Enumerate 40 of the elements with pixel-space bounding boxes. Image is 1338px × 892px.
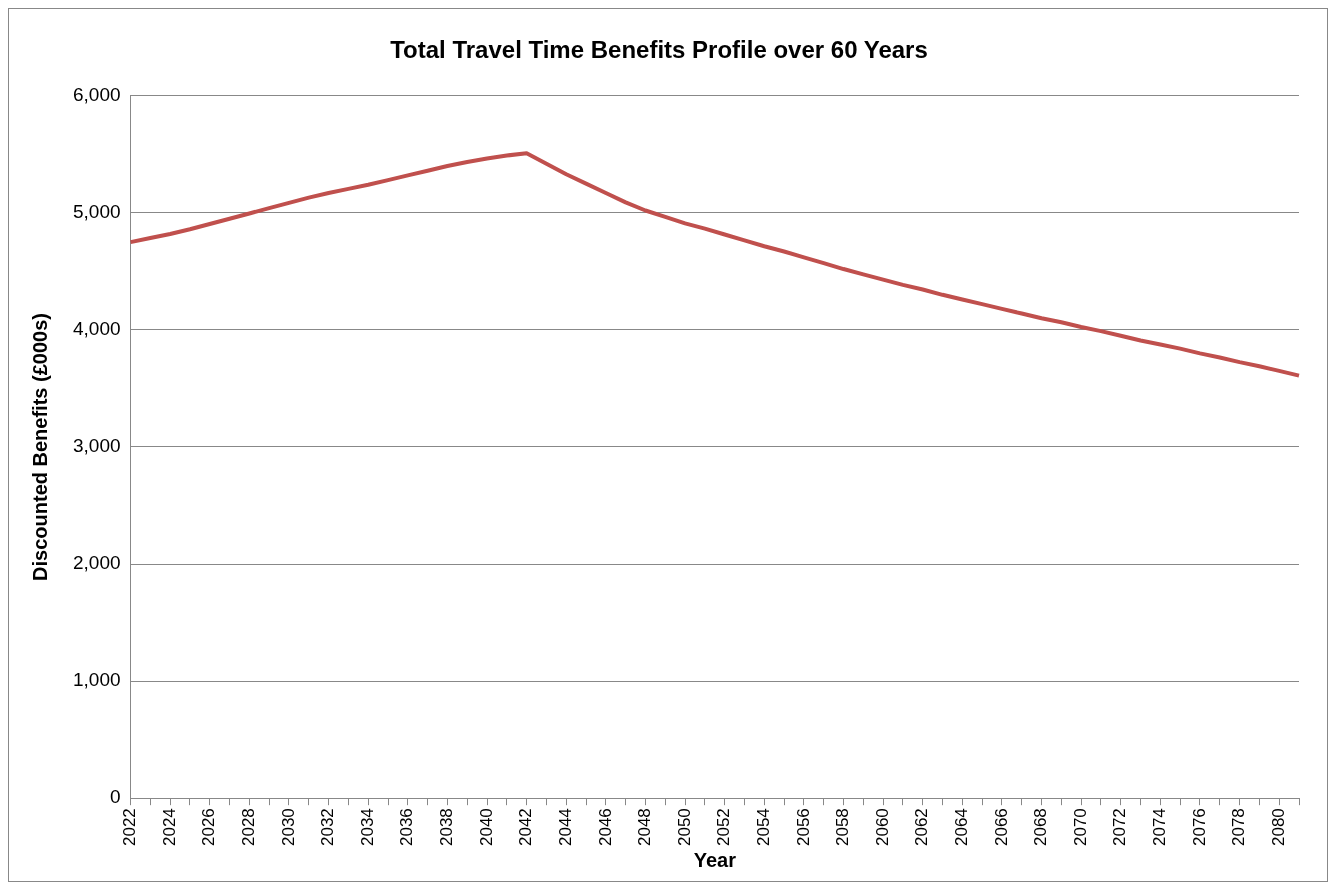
x-tick-label: 2050 (674, 808, 694, 847)
x-tick-label: 2026 (199, 808, 219, 847)
y-tick-label: 6,000 (73, 84, 121, 106)
x-tick-label: 2052 (714, 808, 734, 847)
x-tick-label: 2044 (555, 808, 575, 847)
x-tick-label: 2068 (1031, 808, 1051, 847)
y-tick-label: 3,000 (73, 435, 121, 457)
x-tick-label: 2034 (357, 808, 377, 847)
x-tick-label: 2060 (872, 808, 892, 847)
y-tick-label: 1,000 (73, 669, 121, 691)
x-tick-label: 2024 (159, 808, 179, 847)
x-tick-label: 2072 (1110, 808, 1130, 847)
x-tick-label: 2036 (397, 808, 417, 847)
y-tick-label: 4,000 (73, 318, 121, 340)
x-tick-label: 2058 (833, 808, 853, 847)
x-axis-title: Year (693, 848, 737, 871)
x-tick-label: 2030 (278, 808, 298, 847)
x-tick-label: 2080 (1268, 808, 1288, 847)
y-tick-label: 5,000 (73, 201, 121, 223)
x-tick-label: 2076 (1189, 808, 1209, 847)
x-tick-label: 2066 (991, 808, 1011, 847)
x-tick-label: 2078 (1229, 808, 1249, 847)
x-tick-label: 2038 (437, 808, 457, 847)
x-tick-label: 2028 (239, 808, 259, 847)
y-axis-title: Discounted Benefits (£000s) (28, 313, 51, 581)
x-tick-label: 2046 (595, 808, 615, 847)
x-tick-label: 2040 (476, 808, 496, 847)
x-tick-label: 2022 (120, 808, 140, 847)
x-tick-label: 2042 (516, 808, 536, 847)
x-tick-label: 2070 (1070, 808, 1090, 847)
x-tick-label: 2048 (635, 808, 655, 847)
y-tick-label: 2,000 (73, 552, 121, 574)
y-tick-label: 0 (109, 786, 121, 808)
x-tick-label: 2062 (912, 808, 932, 847)
chart-title: Total Travel Time Benefits Profile over 60 Years (390, 36, 928, 64)
x-tick-label: 2064 (952, 808, 972, 847)
x-tick-label: 2032 (318, 808, 338, 847)
x-tick-label: 2056 (793, 808, 813, 847)
x-tick-label: 2054 (753, 808, 773, 847)
x-tick-label: 2074 (1150, 808, 1170, 847)
